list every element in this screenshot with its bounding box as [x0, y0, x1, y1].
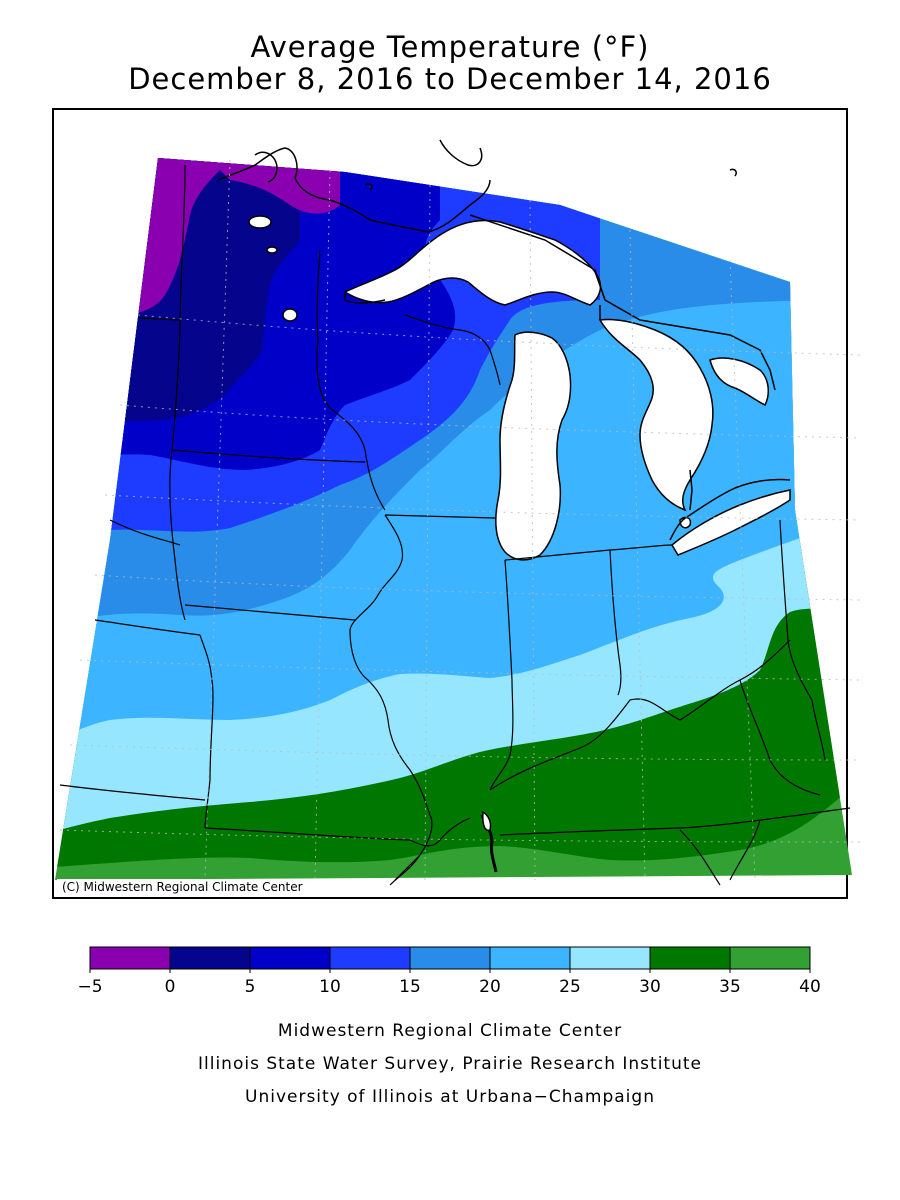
lake-st-clair: [679, 516, 692, 529]
legend-tick-label: 15: [399, 977, 421, 997]
credit-line-3: University of Illinois at Urbana−Champai…: [245, 1087, 655, 1107]
legend-swatch: [89, 946, 171, 970]
legend-tick-label: −5: [77, 977, 102, 997]
legend-swatch: [649, 946, 731, 970]
lake-erie: [671, 489, 791, 556]
legend-tick-label: 5: [245, 977, 256, 997]
legend-swatch: [329, 946, 411, 970]
legend-swatch: [489, 946, 571, 970]
temperature-bands: [55, 158, 852, 880]
legend-tick-label: 20: [479, 977, 501, 997]
ohio-river-island: [482, 810, 492, 832]
legend-tick-label: 30: [639, 977, 661, 997]
legend-swatch: [569, 946, 651, 970]
legend-swatch: [249, 946, 331, 970]
legend-swatch: [169, 946, 251, 970]
legend-tick-label: 0: [165, 977, 176, 997]
temperature-map: [52, 108, 861, 899]
lake-lac-seul: [282, 308, 298, 322]
legend-tick-label: 25: [559, 977, 581, 997]
copyright-label: (C) Midwestern Regional Climate Center: [57, 879, 307, 895]
credit-line-1: Midwestern Regional Climate Center: [277, 1021, 623, 1041]
lake-michigan: [495, 331, 572, 561]
legend-swatch: [729, 946, 811, 970]
lake-huron: [598, 318, 714, 512]
legend-tick-label: 10: [319, 977, 341, 997]
state-boundaries: [59, 164, 851, 886]
legend-tick-label: 40: [799, 977, 821, 997]
credit-line-2: Illinois State Water Survey, Prairie Res…: [198, 1054, 702, 1074]
land-outlines: [217, 139, 791, 541]
lake-superior: [343, 219, 602, 306]
map-title: Average Temperature (°F): [250, 30, 650, 64]
lake-winnipegosis: [248, 215, 272, 229]
map-date-range: December 8, 2016 to December 14, 2016: [128, 62, 772, 96]
graticule: [59, 159, 861, 881]
great-lakes: [248, 215, 791, 561]
georgian-bay: [709, 357, 770, 407]
legend-tick-label: 35: [719, 977, 741, 997]
color-legend: −5 0 5 10 15 20 25 30 35 40: [77, 946, 821, 997]
small-lake: [266, 246, 278, 254]
legend-swatch: [409, 946, 491, 970]
